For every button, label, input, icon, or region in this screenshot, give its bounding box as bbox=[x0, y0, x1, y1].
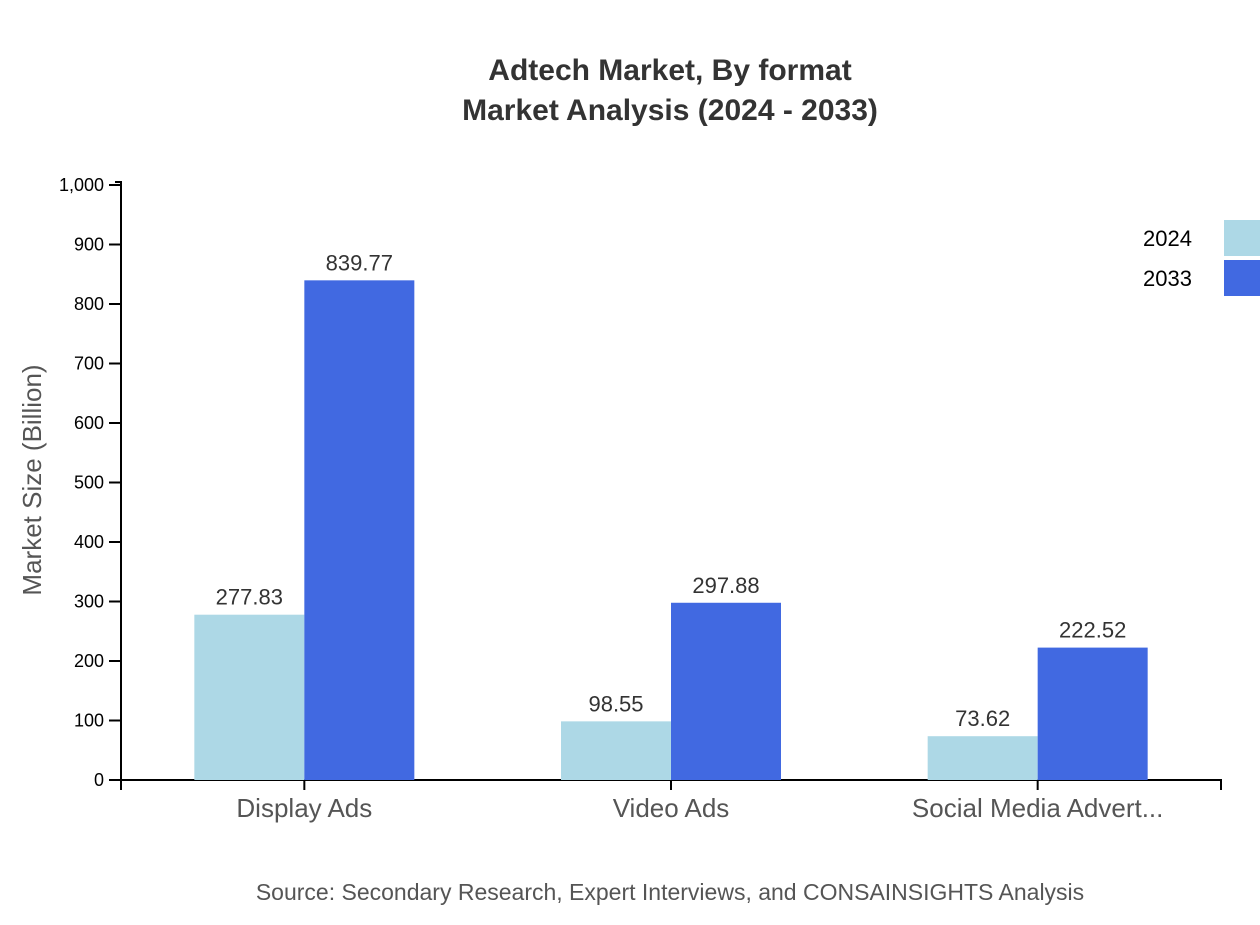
data-label: 73.62 bbox=[955, 706, 1010, 731]
legend-swatch bbox=[1224, 220, 1260, 256]
x-tick-label: Display Ads bbox=[236, 793, 372, 823]
y-tick-label: 500 bbox=[74, 473, 104, 493]
bar-2024 bbox=[194, 614, 305, 780]
bar-2033 bbox=[304, 280, 415, 780]
chart-title: Adtech Market, By format bbox=[488, 54, 851, 87]
y-axis-label: Market Size (Billion) bbox=[17, 364, 47, 595]
legend-label: 2033 bbox=[1143, 266, 1192, 291]
y-tick-label: 1,000 bbox=[59, 175, 104, 195]
y-tick-label: 100 bbox=[74, 711, 104, 731]
bar-2024 bbox=[561, 721, 671, 780]
y-tick-label: 700 bbox=[74, 354, 104, 374]
y-tick-label: 600 bbox=[74, 413, 104, 433]
source-note: Source: Secondary Research, Expert Inter… bbox=[256, 879, 1084, 905]
legend-swatch bbox=[1224, 260, 1260, 296]
data-label: 222.52 bbox=[1059, 618, 1126, 643]
x-tick-label: Social Media Advert... bbox=[912, 793, 1163, 823]
data-label: 839.77 bbox=[326, 250, 393, 275]
x-tick-label: Video Ads bbox=[613, 793, 730, 823]
data-label: 98.55 bbox=[588, 691, 643, 716]
bar-2033 bbox=[1037, 647, 1148, 780]
bar-2024 bbox=[927, 736, 1038, 780]
bar-2033 bbox=[671, 602, 781, 780]
data-label: 297.88 bbox=[692, 573, 759, 598]
chart-subtitle: Market Analysis (2024 - 2033) bbox=[462, 94, 878, 127]
y-tick-label: 400 bbox=[74, 532, 104, 552]
y-tick-label: 300 bbox=[74, 592, 104, 612]
y-tick-label: 800 bbox=[74, 294, 104, 314]
data-label: 277.83 bbox=[216, 585, 283, 610]
y-tick-label: 200 bbox=[74, 651, 104, 671]
y-tick-label: 0 bbox=[94, 770, 104, 790]
y-tick-label: 900 bbox=[74, 235, 104, 255]
legend-label: 2024 bbox=[1143, 226, 1192, 251]
